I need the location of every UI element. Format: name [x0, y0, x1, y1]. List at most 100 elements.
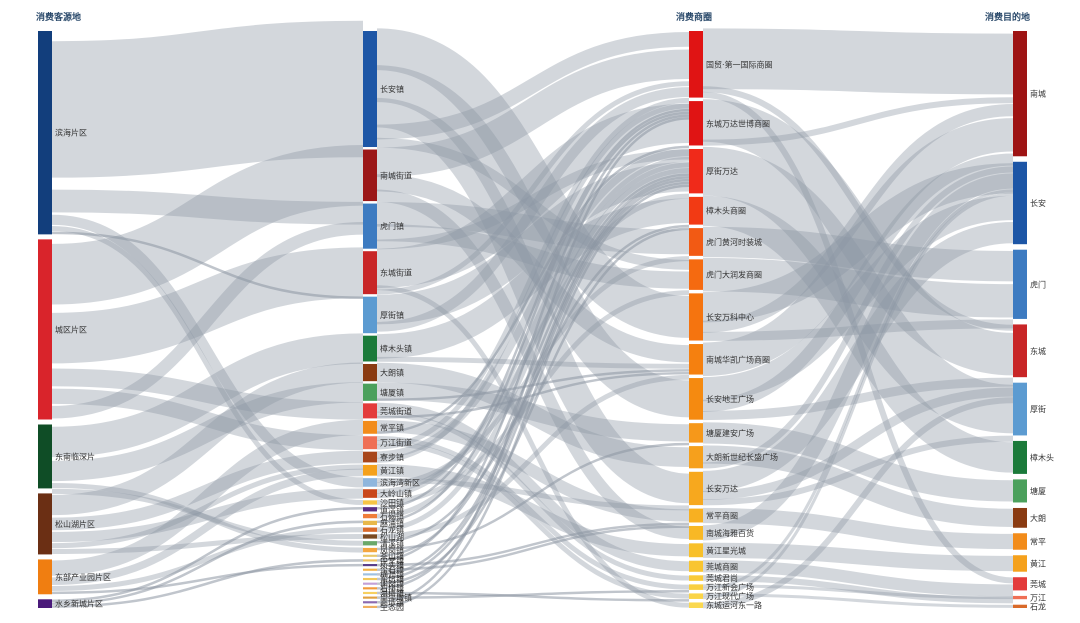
node-c2-5[interactable]: [689, 259, 703, 290]
link-12-3[interactable]: [376, 31, 690, 140]
node-c1-7[interactable]: [363, 383, 377, 401]
link-12-12[interactable]: [376, 285, 690, 608]
node-c1-8[interactable]: [363, 403, 377, 419]
node-c2-15[interactable]: [689, 560, 703, 572]
link-12-13[interactable]: [376, 81, 690, 295]
link-01-2[interactable]: [51, 214, 364, 488]
node-c1-22[interactable]: [363, 547, 377, 553]
link-12-4[interactable]: [376, 137, 690, 270]
node-c3-10[interactable]: [1013, 577, 1027, 591]
link-12-35[interactable]: [376, 156, 690, 499]
link-23-2[interactable]: [702, 91, 1014, 584]
link-23-19[interactable]: [702, 222, 1014, 493]
node-c1-11[interactable]: [363, 451, 377, 463]
link-01-14[interactable]: [51, 362, 364, 516]
node-c0-4[interactable]: [38, 559, 52, 595]
node-c2-12[interactable]: [689, 508, 703, 523]
link-23-15[interactable]: [702, 377, 1014, 421]
node-c1-4[interactable]: [363, 296, 377, 334]
node-c0-3[interactable]: [38, 493, 52, 555]
link-23-23[interactable]: [702, 173, 1014, 541]
node-c2-3[interactable]: [689, 196, 703, 225]
link-23-24[interactable]: [702, 542, 1014, 572]
node-c1-31[interactable]: [363, 591, 377, 595]
node-c1-12[interactable]: [363, 464, 377, 476]
link-01-22[interactable]: [51, 563, 364, 595]
link-12-32[interactable]: [376, 477, 690, 511]
link-12-24[interactable]: [376, 420, 690, 522]
link-23-1[interactable]: [702, 86, 1014, 331]
node-c3-3[interactable]: [1013, 324, 1027, 378]
node-c3-1[interactable]: [1013, 161, 1027, 245]
node-c0-2[interactable]: [38, 424, 52, 489]
link-23-14[interactable]: [702, 153, 1014, 412]
node-c2-17[interactable]: [689, 584, 703, 590]
link-12-5[interactable]: [376, 49, 690, 178]
link-12-18[interactable]: [376, 362, 690, 468]
link-01-4[interactable]: [51, 231, 364, 300]
link-23-11[interactable]: [702, 319, 1014, 341]
node-c3-7[interactable]: [1013, 507, 1027, 528]
node-c2-0[interactable]: [689, 31, 703, 98]
node-c1-24[interactable]: [363, 559, 377, 562]
node-c3-8[interactable]: [1013, 533, 1027, 550]
node-c3-9[interactable]: [1013, 555, 1027, 572]
link-12-37[interactable]: [376, 108, 690, 510]
node-c1-27[interactable]: [363, 573, 377, 576]
link-01-1[interactable]: [51, 189, 364, 225]
node-c3-6[interactable]: [1013, 479, 1027, 503]
link-01-13[interactable]: [51, 488, 364, 546]
node-c1-28[interactable]: [363, 577, 377, 581]
link-12-29[interactable]: [376, 148, 690, 459]
link-12-15[interactable]: [376, 87, 690, 332]
node-c0-5[interactable]: [38, 599, 52, 608]
link-12-50[interactable]: [376, 227, 690, 585]
link-12-40[interactable]: [376, 167, 690, 533]
node-c2-2[interactable]: [689, 148, 703, 194]
link-01-15[interactable]: [51, 450, 364, 531]
link-23-26[interactable]: [702, 575, 1014, 604]
node-c1-18[interactable]: [363, 520, 377, 526]
link-01-11[interactable]: [51, 382, 364, 482]
link-12-43[interactable]: [376, 442, 690, 551]
node-c1-6[interactable]: [363, 363, 377, 382]
link-12-48[interactable]: [376, 176, 690, 576]
node-c0-0[interactable]: [38, 31, 52, 235]
link-01-0[interactable]: [51, 20, 364, 178]
node-c3-2[interactable]: [1013, 249, 1027, 319]
link-01-10[interactable]: [51, 333, 364, 458]
link-23-0[interactable]: [702, 28, 1014, 95]
node-c1-1[interactable]: [363, 149, 377, 202]
link-01-20[interactable]: [51, 468, 364, 586]
node-c1-21[interactable]: [363, 541, 377, 546]
link-23-25[interactable]: [702, 560, 1014, 597]
link-12-54[interactable]: [376, 117, 690, 604]
node-c1-32[interactable]: [363, 596, 377, 599]
node-c1-29[interactable]: [363, 582, 377, 585]
link-01-8[interactable]: [51, 388, 364, 451]
node-c2-10[interactable]: [689, 446, 703, 469]
node-c1-34[interactable]: [363, 605, 377, 608]
node-c1-3[interactable]: [363, 251, 377, 295]
link-12-0[interactable]: [375, 28, 691, 338]
node-c2-13[interactable]: [689, 525, 703, 540]
link-12-16[interactable]: [376, 198, 690, 359]
link-01-18[interactable]: [51, 533, 364, 555]
link-01-25[interactable]: [51, 559, 364, 608]
link-01-5[interactable]: [51, 144, 364, 305]
link-12-33[interactable]: [376, 256, 690, 488]
node-c2-6[interactable]: [689, 293, 703, 341]
link-12-14[interactable]: [376, 161, 690, 325]
link-23-7[interactable]: [702, 226, 1014, 282]
node-c2-11[interactable]: [689, 471, 703, 506]
node-c0-1[interactable]: [38, 239, 52, 420]
node-c1-16[interactable]: [363, 507, 377, 512]
link-12-10[interactable]: [376, 149, 690, 250]
link-23-20[interactable]: [702, 387, 1014, 500]
link-12-27[interactable]: [376, 440, 690, 599]
link-12-46[interactable]: [376, 522, 690, 567]
node-c3-4[interactable]: [1013, 382, 1027, 436]
link-12-6[interactable]: [376, 174, 690, 363]
link-01-19[interactable]: [51, 419, 364, 576]
link-01-7[interactable]: [51, 368, 364, 420]
